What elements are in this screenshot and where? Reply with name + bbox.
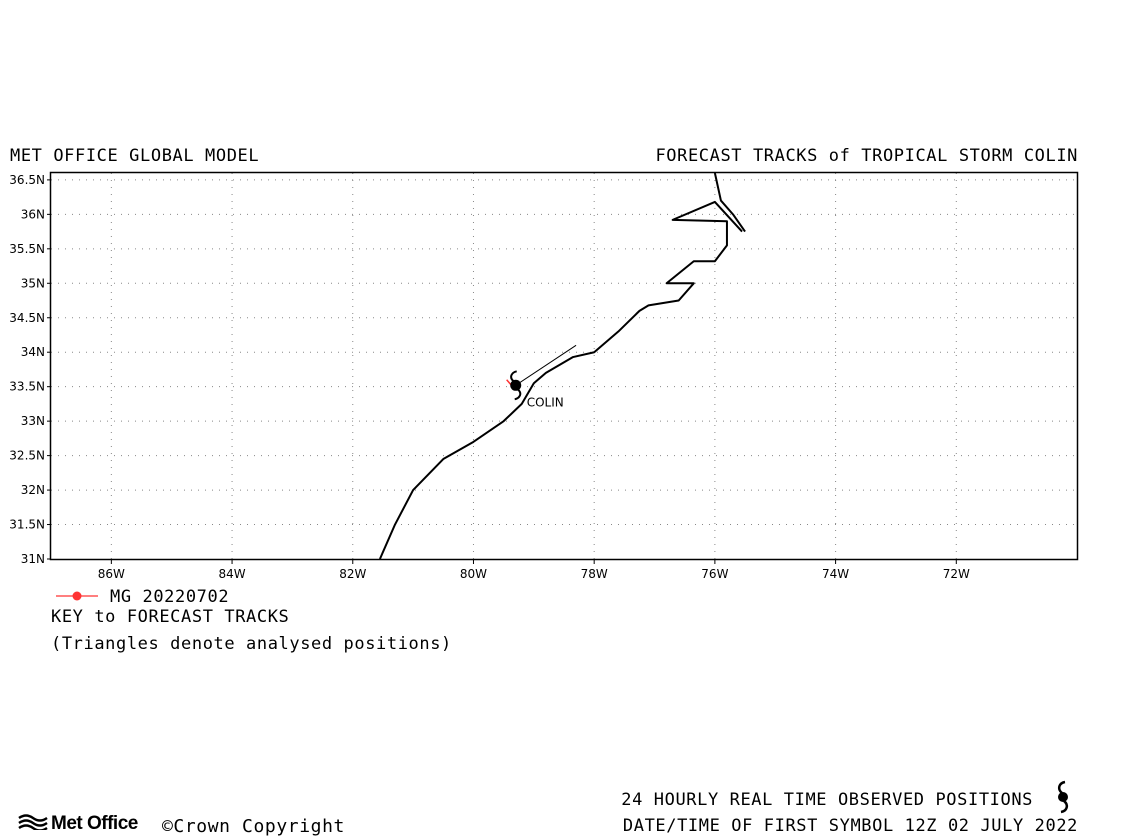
lat-tick-label: 33N — [21, 414, 45, 428]
lat-tick-label: 36N — [21, 207, 45, 221]
legend-note: (Triangles denote analysed positions) — [51, 634, 452, 654]
lon-tick-label: 82W — [339, 567, 366, 581]
lat-tick-label: 36.5N — [9, 173, 45, 187]
forecast-tracks: COLIN — [506, 344, 577, 409]
coastline-segment — [379, 200, 743, 560]
legend-track-label: MG 20220702 — [110, 587, 230, 607]
map-grid — [51, 173, 1077, 559]
lat-tick-label: 31.5N — [9, 518, 45, 532]
first-symbol-datetime: DATE/TIME OF FIRST SYMBOL 12Z 02 JULY 20… — [622, 816, 1078, 836]
lat-tick-label: 32N — [21, 483, 45, 497]
hurricane-symbol-icon — [1057, 780, 1069, 814]
lon-tick-label: 80W — [460, 567, 487, 581]
lon-tick-label: 86W — [98, 567, 125, 581]
lon-tick-label: 74W — [822, 567, 849, 581]
met-office-logo: Met Office — [18, 812, 138, 836]
lat-tick-label: 31N — [21, 552, 45, 566]
lat-tick-label: 33.5N — [9, 380, 45, 394]
lat-tick-label: 34.5N — [9, 311, 45, 325]
storm-position-icon — [510, 370, 522, 401]
met-office-wave-icon — [18, 812, 48, 836]
coastline-segment — [713, 172, 746, 233]
met-office-logo-text: Met Office — [51, 813, 138, 834]
lon-tick-label: 72W — [943, 567, 970, 581]
forecast-title: FORECAST TRACKS of TROPICAL STORM COLIN — [655, 146, 1078, 166]
model-title: MET OFFICE GLOBAL MODEL — [10, 146, 260, 166]
lat-tick-label: 35N — [21, 276, 45, 290]
forecast-track-line — [515, 344, 577, 386]
lon-tick-label: 78W — [581, 567, 608, 581]
legend-key-title: KEY to FORECAST TRACKS — [51, 607, 290, 627]
storm-name-label: COLIN — [527, 395, 564, 409]
lat-tick-label: 32.5N — [9, 449, 45, 463]
legend-track-sample — [56, 591, 98, 601]
lat-tick-label: 35.5N — [9, 242, 45, 256]
lon-tick-label: 76W — [701, 567, 728, 581]
lat-tick-label: 34N — [21, 345, 45, 359]
observed-positions-text: 24 HOURLY REAL TIME OBSERVED POSITIONS — [621, 790, 1033, 810]
coastline — [379, 172, 746, 560]
lon-tick-label: 84W — [218, 567, 245, 581]
axis-ticks: 31N 31.5N 32N 32.5N 33N 33.5N 34N 34.5N 35N 35.5N… — [9, 173, 970, 581]
map-frame — [49, 171, 1079, 561]
copyright-text: ©Crown Copyright — [162, 816, 345, 837]
